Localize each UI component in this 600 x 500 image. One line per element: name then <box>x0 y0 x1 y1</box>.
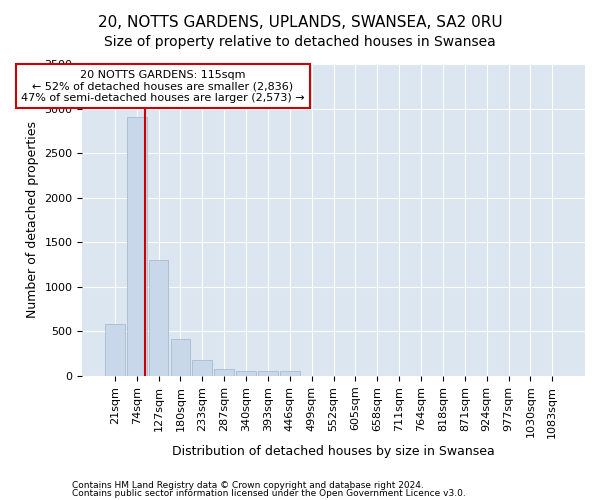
Y-axis label: Number of detached properties: Number of detached properties <box>26 122 38 318</box>
Bar <box>149 260 169 376</box>
Text: Contains HM Land Registry data © Crown copyright and database right 2024.: Contains HM Land Registry data © Crown c… <box>72 480 424 490</box>
Bar <box>280 371 299 376</box>
Bar <box>193 360 212 376</box>
Text: 20, NOTTS GARDENS, UPLANDS, SWANSEA, SA2 0RU: 20, NOTTS GARDENS, UPLANDS, SWANSEA, SA2… <box>98 15 502 30</box>
Bar <box>236 370 256 376</box>
Text: 20 NOTTS GARDENS: 115sqm
← 52% of detached houses are smaller (2,836)
47% of sem: 20 NOTTS GARDENS: 115sqm ← 52% of detach… <box>21 70 305 103</box>
Bar <box>258 371 278 376</box>
Bar <box>170 338 190 376</box>
Bar <box>127 118 146 376</box>
Text: Size of property relative to detached houses in Swansea: Size of property relative to detached ho… <box>104 35 496 49</box>
Bar <box>105 324 125 376</box>
Text: Contains public sector information licensed under the Open Government Licence v3: Contains public sector information licen… <box>72 489 466 498</box>
X-axis label: Distribution of detached houses by size in Swansea: Distribution of detached houses by size … <box>172 444 495 458</box>
Bar <box>214 370 234 376</box>
